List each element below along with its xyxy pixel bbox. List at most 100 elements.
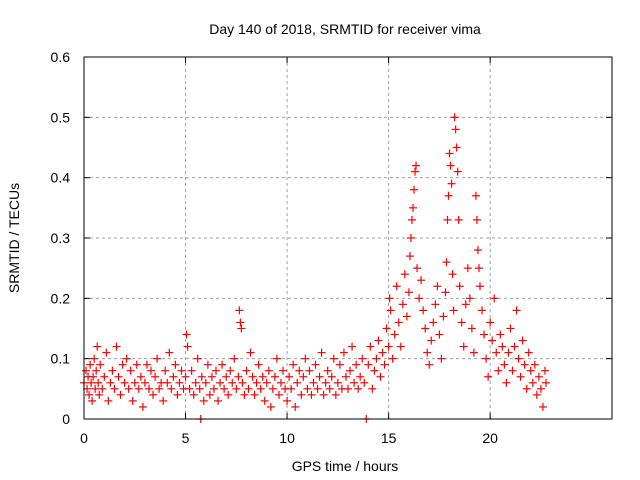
data-point (490, 294, 499, 303)
data-point (214, 396, 223, 405)
data-point (335, 360, 344, 369)
data-point (532, 390, 541, 399)
data-point (394, 318, 403, 327)
x-axis-label: GPS time / hours (292, 458, 399, 474)
data-point (250, 390, 259, 399)
data-point (171, 360, 180, 369)
data-point (266, 402, 275, 411)
data-point (95, 390, 104, 399)
data-point (182, 330, 191, 339)
data-point (165, 348, 174, 357)
data-point (413, 264, 422, 273)
data-point (136, 372, 145, 381)
data-point (437, 354, 446, 363)
data-point (112, 342, 121, 351)
data-point (293, 378, 302, 387)
x-tick-label: 10 (279, 430, 295, 446)
y-tick-labels: 0 0.1 0.2 0.3 0.4 0.5 0.6 (51, 49, 71, 427)
data-point (384, 342, 393, 351)
data-point (390, 330, 399, 339)
data-point (406, 234, 415, 242)
y-tick-label: 0.3 (51, 230, 71, 246)
data-point (331, 390, 340, 399)
data-point (469, 348, 478, 357)
y-tick-label: 0.6 (51, 49, 71, 65)
data-point (386, 306, 395, 315)
data-point (287, 384, 296, 393)
data-point (339, 348, 348, 357)
data-point (508, 366, 517, 375)
data-point (449, 306, 458, 315)
data-point (232, 384, 241, 393)
data-point (106, 378, 115, 387)
data-point (454, 215, 463, 224)
data-point (87, 378, 96, 387)
data-point (216, 378, 225, 387)
data-point (407, 215, 416, 224)
data-point (295, 366, 304, 375)
data-point (378, 348, 387, 357)
data-point (110, 384, 119, 393)
data-point (441, 288, 450, 297)
data-point (447, 179, 456, 188)
data-point (417, 276, 426, 285)
data-point (93, 342, 102, 351)
data-point (448, 270, 457, 279)
data-point (222, 372, 231, 381)
x-tick-labels: 0 5 10 15 20 (80, 430, 498, 446)
data-point (370, 366, 379, 375)
data-point (301, 354, 310, 363)
data-point (199, 396, 208, 405)
data-point (201, 378, 210, 387)
data-point (319, 390, 328, 399)
x-tick-label: 15 (381, 430, 397, 446)
data-point (421, 324, 430, 333)
data-point (244, 384, 253, 393)
data-point (520, 360, 529, 369)
data-point (396, 342, 405, 351)
data-point (153, 354, 162, 363)
data-point (486, 318, 495, 327)
data-point (411, 167, 420, 176)
data-point (317, 348, 326, 357)
data-point (465, 294, 474, 303)
data-point (144, 384, 153, 393)
data-point (315, 372, 324, 381)
data-point (181, 372, 190, 381)
data-point (88, 396, 97, 405)
data-point (126, 366, 135, 375)
data-point (311, 360, 320, 369)
data-point (167, 384, 176, 393)
data-point (82, 366, 91, 375)
data-point (528, 378, 537, 387)
data-points (80, 113, 550, 423)
data-point (191, 378, 200, 387)
data-point (212, 366, 220, 375)
data-point (116, 390, 125, 399)
data-point (538, 402, 547, 411)
data-point (385, 294, 394, 303)
data-point (96, 360, 105, 369)
data-point (299, 372, 308, 381)
data-point (530, 360, 539, 369)
data-point (291, 402, 300, 411)
data-point (518, 336, 527, 345)
data-point (504, 348, 513, 357)
data-point (534, 372, 543, 381)
data-point (285, 372, 294, 381)
axis-ticks (83, 56, 612, 420)
data-point (404, 288, 413, 297)
data-point (173, 390, 182, 399)
data-point (155, 384, 164, 393)
data-point (344, 384, 352, 393)
data-point (151, 372, 160, 381)
data-point (236, 318, 245, 327)
data-point (484, 372, 493, 381)
data-point (124, 384, 133, 393)
data-point (446, 161, 455, 170)
data-point (498, 342, 507, 351)
data-point (264, 366, 273, 375)
data-point (348, 342, 357, 351)
y-tick-label: 0.5 (51, 109, 71, 125)
